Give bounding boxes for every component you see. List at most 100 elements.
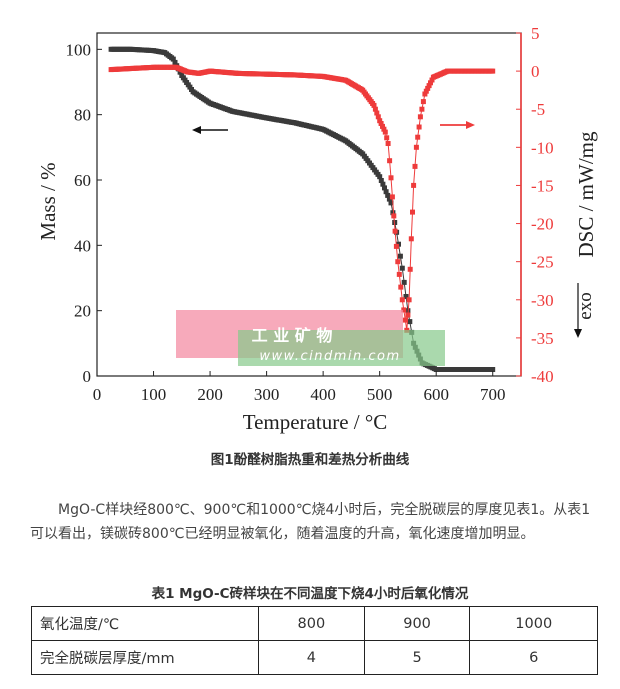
data-point <box>428 80 433 86</box>
data-point <box>389 194 395 200</box>
data-point <box>375 114 381 120</box>
x-tick-label: 100 <box>141 385 167 404</box>
data-point <box>380 123 385 129</box>
y2-tick-label: -15 <box>531 176 554 195</box>
data-point <box>407 266 413 272</box>
data-point <box>429 77 435 83</box>
x-tick-label: 0 <box>93 385 102 404</box>
data-point <box>398 284 404 290</box>
data-point <box>399 297 405 303</box>
chart-svg: 0 100 200 300 400 500 600 700 0 20 40 60 80 100 5 0 -5 -1… <box>36 24 598 434</box>
y2-tick-label: -5 <box>531 100 545 119</box>
data-point <box>425 85 431 91</box>
data-point <box>382 129 388 135</box>
data-point <box>378 121 384 126</box>
y2-tick-label: -20 <box>531 215 554 234</box>
data-point <box>401 307 407 313</box>
mass-arrow-head <box>192 126 201 134</box>
cell-value: 6 <box>469 640 598 675</box>
x-tick-label: 500 <box>367 385 393 404</box>
data-point <box>407 319 413 325</box>
x-tick-label: 300 <box>254 385 280 404</box>
data-point <box>399 265 405 271</box>
dsc-arrow-head <box>466 121 475 129</box>
data-point <box>396 271 402 277</box>
data-point <box>410 209 415 215</box>
data-point <box>412 163 418 169</box>
data-point <box>397 253 403 259</box>
data-point <box>386 196 392 202</box>
data-point <box>426 83 432 89</box>
data-point <box>490 367 496 372</box>
data-point <box>423 88 429 94</box>
y-tick-label: 20 <box>74 302 91 321</box>
data-point <box>403 294 409 299</box>
series-line <box>111 66 493 331</box>
y2-tick-label: -25 <box>531 253 554 272</box>
cell-value: 800 <box>258 606 365 641</box>
y-tick-label: 0 <box>83 367 92 386</box>
exo-label: exo <box>575 292 596 319</box>
data-point <box>388 175 394 181</box>
data-point <box>384 135 390 141</box>
x-tick-label: 200 <box>197 385 223 404</box>
data-point <box>390 210 396 216</box>
y-axis-label: Mass / % <box>36 162 60 240</box>
data-point <box>413 144 419 150</box>
data-point <box>422 91 428 97</box>
y-tick-label: 40 <box>74 236 91 255</box>
data-point <box>490 68 496 74</box>
watermark-url: www.cindmin.com <box>259 349 400 364</box>
x-axis-label: Temperature / °C <box>243 410 388 434</box>
table-caption: 表1 MgO-C砖样块在不同温度下烧4小时后氧化情况 <box>151 586 469 602</box>
data-point <box>177 69 183 75</box>
cell-value: 4 <box>258 640 365 675</box>
figure-caption: 图1酚醛树脂热重和差热分析曲线 <box>210 452 410 468</box>
x-tick-label: 700 <box>480 385 506 404</box>
data-point <box>377 118 383 124</box>
data-point <box>377 174 383 180</box>
series-1 <box>108 64 496 333</box>
table-row: 完全脱碳层厚度/mm 4 5 6 <box>31 640 598 675</box>
data-point <box>395 259 401 265</box>
y-tick-label: 100 <box>66 40 92 59</box>
y2-axis-label: DSC / mW/mg <box>574 131 598 258</box>
data-point <box>401 279 407 285</box>
data-point <box>392 228 398 234</box>
data-point <box>380 181 386 187</box>
body-paragraph: MgO-C样块经800℃、900℃和1000℃烧4小时后，完全脱碳层的厚度见表1… <box>30 502 591 542</box>
data-point <box>417 114 423 120</box>
y-tick-label: 80 <box>74 106 91 125</box>
y2-tick-label: 5 <box>531 24 540 43</box>
data-point <box>405 312 411 318</box>
data-point <box>419 106 425 112</box>
data-point <box>406 297 412 303</box>
data-point <box>388 200 394 206</box>
data-point <box>383 189 389 195</box>
data-point <box>393 243 399 249</box>
y-tick-label: 60 <box>74 171 91 190</box>
data-point <box>374 110 380 116</box>
exo-arrow-head <box>574 329 582 338</box>
data-point <box>415 134 421 140</box>
data-point <box>372 106 378 112</box>
data-point <box>381 126 387 132</box>
table-row: 氧化温度/℃ 800 900 1000 <box>31 606 598 641</box>
y2-tick-label: -30 <box>531 291 554 310</box>
data-point <box>416 124 422 130</box>
y2-tick-label: -10 <box>531 138 554 157</box>
oxidation-table: 氧化温度/℃ 800 900 1000 完全脱碳层厚度/mm 4 5 6 <box>31 606 598 675</box>
y2-tick-label: -35 <box>531 329 554 348</box>
data-point <box>378 178 384 183</box>
watermark-text: 工 业 矿 物 <box>252 326 333 345</box>
data-point <box>382 185 387 191</box>
cell-value: 1000 <box>469 606 598 641</box>
data-point <box>402 317 408 323</box>
tga-dsc-chart: 0 100 200 300 400 500 600 700 0 20 40 60 80 100 5 0 -5 -1… <box>36 24 598 434</box>
data-point <box>170 56 176 62</box>
x-tick-label: 400 <box>310 385 336 404</box>
data-point <box>387 158 393 164</box>
data-point <box>391 213 397 219</box>
data-point <box>408 236 414 242</box>
watermark-green-box <box>238 330 445 366</box>
